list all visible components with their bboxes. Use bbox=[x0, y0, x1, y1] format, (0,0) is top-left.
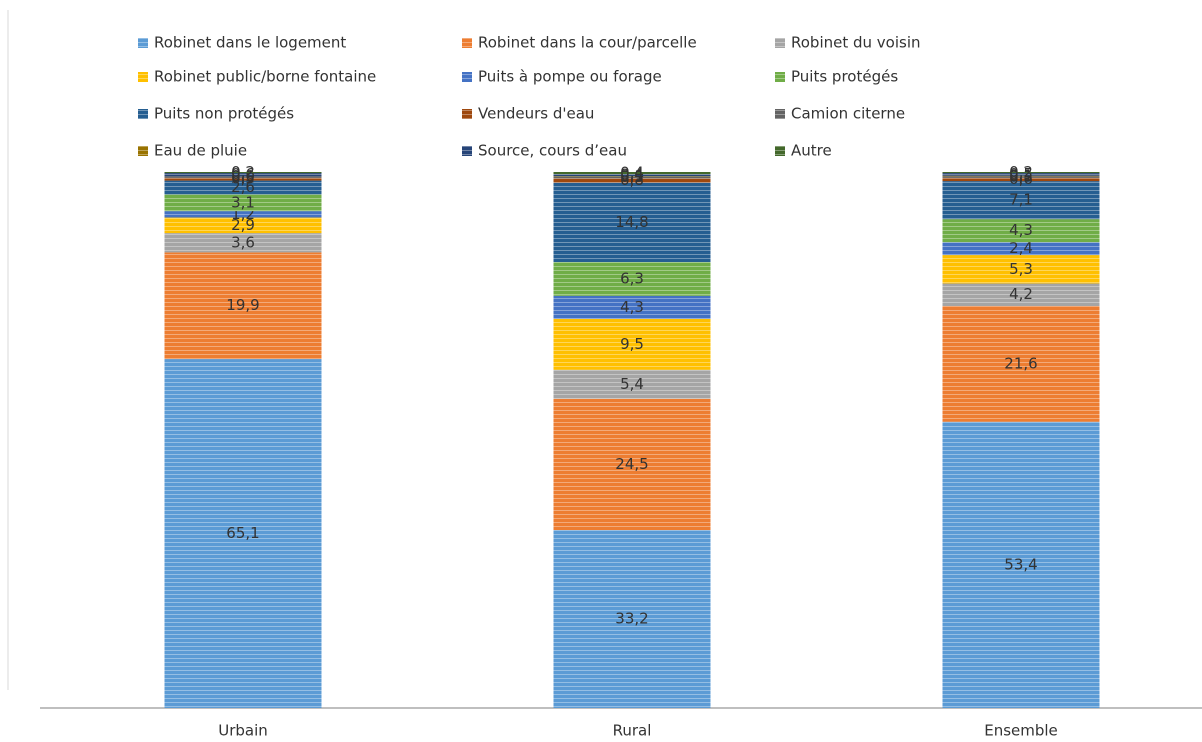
legend-label: Puits protégés bbox=[791, 68, 898, 86]
bar-segment bbox=[553, 174, 711, 177]
legend-swatch bbox=[775, 72, 785, 82]
value-label: 5,3 bbox=[1009, 260, 1033, 278]
value-label: 0,2 bbox=[231, 163, 255, 181]
bar-segment bbox=[553, 178, 711, 183]
value-label: 19,9 bbox=[226, 296, 259, 314]
value-label: 0,4 bbox=[620, 166, 644, 184]
bar-segment bbox=[553, 262, 711, 296]
bar-segment bbox=[942, 306, 1100, 422]
bar-segment bbox=[942, 172, 1100, 174]
bar-segment bbox=[942, 421, 1100, 708]
value-label: 33,2 bbox=[615, 610, 648, 628]
bar-segment bbox=[942, 242, 1100, 256]
bar-segment bbox=[942, 173, 1100, 176]
bar-segment bbox=[164, 211, 322, 218]
legend-swatch bbox=[462, 146, 472, 156]
bar-segment bbox=[553, 176, 711, 179]
value-label: 9,5 bbox=[620, 335, 644, 353]
legend-swatch bbox=[462, 72, 472, 82]
bar-segment bbox=[164, 176, 322, 178]
legend-label: Puits à pompe ou forage bbox=[478, 68, 662, 86]
bar-segment bbox=[164, 252, 322, 360]
legend-swatch bbox=[775, 38, 785, 48]
bar-segment bbox=[942, 177, 1100, 182]
legend-label: Robinet public/borne fontaine bbox=[154, 68, 376, 86]
value-label: 4,3 bbox=[620, 298, 644, 316]
bar-segment bbox=[553, 172, 711, 175]
bar-segment bbox=[553, 398, 711, 531]
value-label: 21,6 bbox=[1004, 354, 1037, 372]
bar-segment bbox=[553, 295, 711, 319]
bar-segment bbox=[942, 283, 1100, 306]
legend-label: Vendeurs d'eau bbox=[478, 105, 594, 123]
legend-label: Autre bbox=[791, 142, 832, 160]
bar-segment bbox=[942, 181, 1100, 220]
bar-segment bbox=[164, 359, 322, 708]
legend-swatch bbox=[462, 38, 472, 48]
value-label: 6,3 bbox=[620, 269, 644, 287]
value-label: 2,4 bbox=[1009, 239, 1033, 257]
bar-segment bbox=[553, 176, 711, 177]
value-label: 4,2 bbox=[1009, 285, 1033, 303]
value-label: 4,3 bbox=[1009, 221, 1033, 239]
value-label: 2,9 bbox=[231, 216, 255, 234]
bar-segment bbox=[164, 177, 322, 181]
legend-label: Camion citerne bbox=[791, 105, 905, 123]
value-label: 0,5 bbox=[1009, 165, 1033, 183]
legend-label: Source, cours d’eau bbox=[478, 142, 627, 160]
legend-swatch bbox=[138, 109, 148, 119]
legend-swatch bbox=[775, 146, 785, 156]
legend-swatch bbox=[138, 38, 148, 48]
bar-segment bbox=[942, 175, 1100, 177]
bar-segment bbox=[164, 180, 322, 195]
value-label: 3,6 bbox=[231, 233, 255, 251]
bar-segment bbox=[164, 217, 322, 234]
bar-segment bbox=[164, 233, 322, 253]
x-tick-label: Rural bbox=[613, 722, 652, 740]
legend-label: Puits non protégés bbox=[154, 105, 294, 123]
legend-label: Robinet dans le logement bbox=[154, 34, 346, 52]
value-label: 53,4 bbox=[1004, 555, 1037, 573]
bar-segment bbox=[553, 369, 711, 399]
x-tick-label: Urbain bbox=[218, 722, 268, 740]
legend-swatch bbox=[138, 72, 148, 82]
value-label: 3,1 bbox=[231, 193, 255, 211]
bar-segment bbox=[164, 194, 322, 212]
value-label: 2,6 bbox=[231, 178, 255, 196]
value-label: 0,2 bbox=[1009, 163, 1033, 181]
bar-segment bbox=[942, 176, 1100, 178]
legend-swatch bbox=[462, 109, 472, 119]
value-label: 0,4 bbox=[620, 164, 644, 182]
bar-segment bbox=[553, 318, 711, 370]
value-label: 65,1 bbox=[226, 524, 259, 542]
x-tick-label: Ensemble bbox=[984, 722, 1058, 740]
bar-segment bbox=[553, 530, 711, 708]
bar-segment bbox=[942, 255, 1100, 284]
bar-segment bbox=[942, 219, 1100, 243]
legend-label: Eau de pluie bbox=[154, 142, 247, 160]
legend-swatch bbox=[775, 109, 785, 119]
value-label: 14,8 bbox=[615, 213, 648, 231]
bar-segment bbox=[164, 172, 322, 174]
bar-segment bbox=[553, 182, 711, 263]
value-label: 7,1 bbox=[1009, 191, 1033, 209]
value-label: 24,5 bbox=[615, 455, 648, 473]
legend-label: Robinet du voisin bbox=[791, 34, 921, 52]
value-label: 5,4 bbox=[620, 375, 644, 393]
bar-segment bbox=[164, 173, 322, 177]
legend-swatch bbox=[138, 146, 148, 156]
legend-label: Robinet dans la cour/parcelle bbox=[478, 34, 697, 52]
value-label: 0,6 bbox=[231, 165, 255, 183]
